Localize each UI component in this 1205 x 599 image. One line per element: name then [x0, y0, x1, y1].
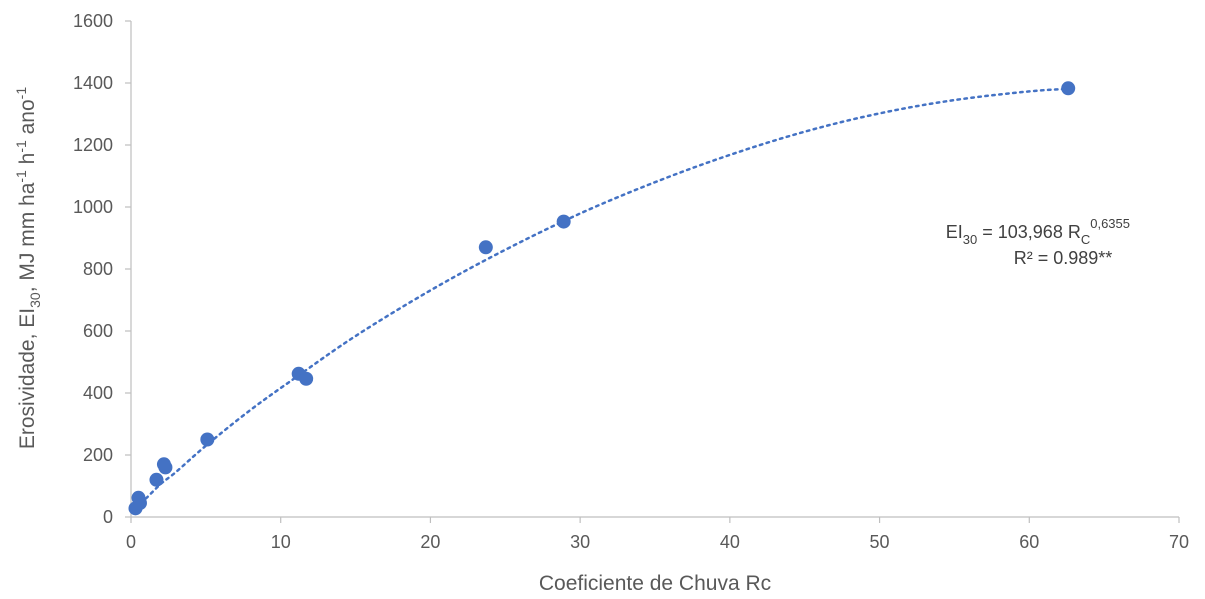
- x-tick-label: 10: [271, 532, 291, 552]
- x-axis-title: Coeficiente de Chuva Rc: [539, 572, 771, 595]
- y-axis-title-sup: -1: [13, 140, 29, 153]
- equation-part: EI: [946, 222, 963, 242]
- data-point: [131, 490, 146, 505]
- y-axis-title-part: , MJ mm ha: [16, 182, 39, 292]
- trendline: [134, 87, 1070, 509]
- x-tick-label: 0: [126, 532, 136, 552]
- y-axis-title-sub: 30: [27, 292, 43, 308]
- y-tick-label: 0: [103, 507, 113, 527]
- x-tick-label: 20: [420, 532, 440, 552]
- y-axis-title-sup: -1: [13, 170, 29, 183]
- y-axis-title-sup: -1: [13, 87, 29, 100]
- x-tick-label: 30: [570, 532, 590, 552]
- equation-sup: 0,6355: [1090, 216, 1130, 231]
- data-point: [149, 472, 164, 487]
- x-tick-label: 40: [720, 532, 740, 552]
- data-point: [556, 214, 571, 229]
- data-point: [156, 457, 171, 472]
- equation-part: = 103,968 R: [977, 222, 1081, 242]
- y-axis-title-part: ano: [16, 99, 39, 140]
- axes: [130, 21, 1179, 518]
- data-point: [299, 371, 314, 386]
- y-tick-label: 600: [83, 321, 113, 341]
- y-axis-title-part: Erosividade, EI: [16, 308, 39, 449]
- y-tick-label: 800: [83, 259, 113, 279]
- y-axis-ticks: 0 200 400 600 800 1000 1200 1400 1600: [73, 11, 131, 527]
- equation-sub: C: [1081, 232, 1090, 247]
- data-point: [1061, 81, 1076, 96]
- y-tick-label: 400: [83, 383, 113, 403]
- trendline-path: [134, 87, 1070, 509]
- data-point: [478, 240, 493, 255]
- y-tick-label: 1200: [73, 135, 113, 155]
- y-tick-label: 1600: [73, 11, 113, 31]
- y-axis-title: Erosividade, EI30, MJ mm ha-1 h-1 ano-1: [13, 87, 43, 449]
- y-tick-label: 1400: [73, 73, 113, 93]
- r-squared: R² = 0.989**: [1014, 248, 1113, 268]
- equation-sub: 30: [963, 232, 977, 247]
- x-tick-label: 60: [1019, 532, 1039, 552]
- y-tick-label: 200: [83, 445, 113, 465]
- x-tick-label: 70: [1169, 532, 1189, 552]
- regression-equation: EI30 = 103,968 RC0,6355: [946, 216, 1130, 247]
- data-points: [128, 81, 1076, 516]
- x-axis-ticks: 0 10 20 30 40 50 60 70: [126, 517, 1189, 552]
- data-point: [200, 432, 215, 447]
- x-tick-label: 50: [870, 532, 890, 552]
- y-axis-title-part: h: [16, 153, 39, 171]
- y-tick-label: 1000: [73, 197, 113, 217]
